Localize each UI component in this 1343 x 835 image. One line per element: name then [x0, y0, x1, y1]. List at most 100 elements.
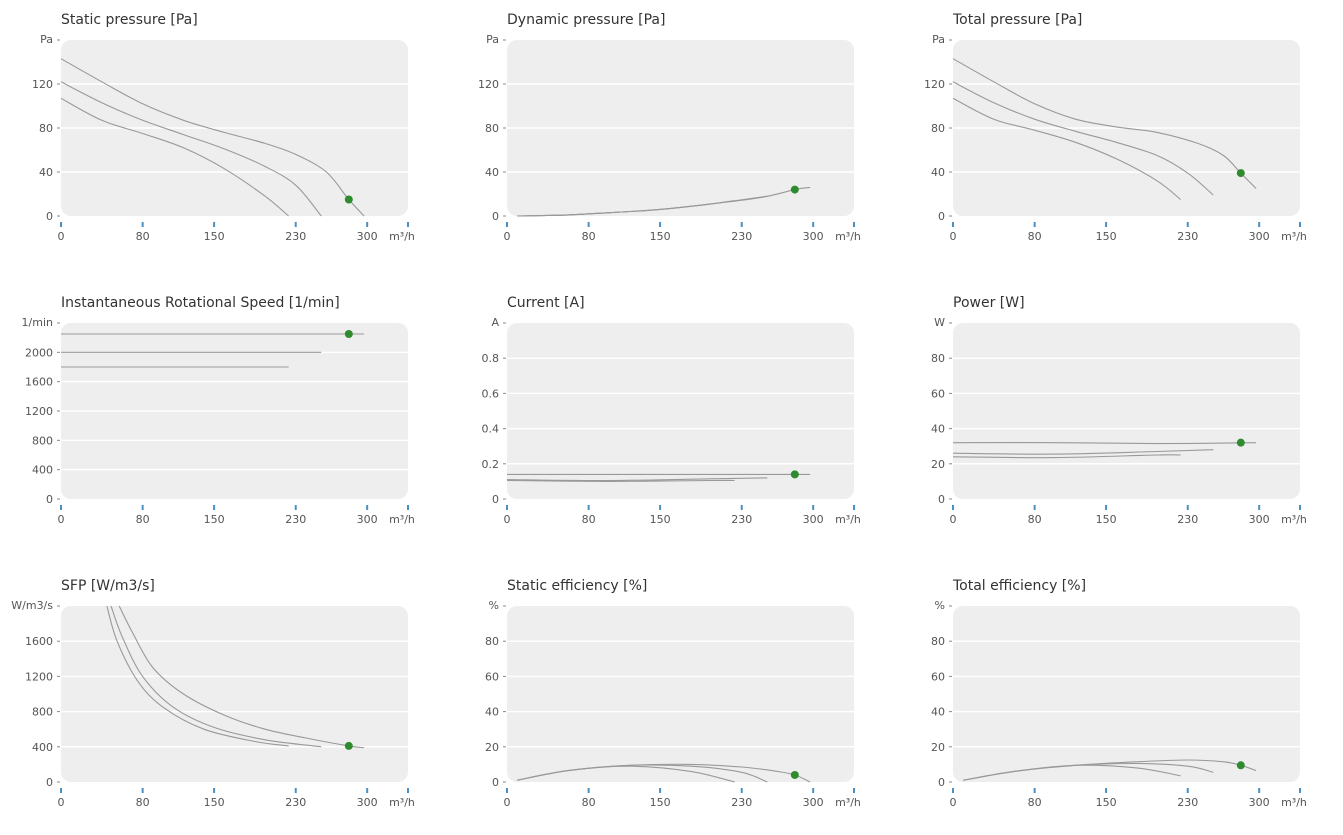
x-unit-label: m³/h [1281, 513, 1307, 526]
chart-title: Instantaneous Rotational Speed [1/min] [61, 295, 340, 311]
x-tick-label: 80 [582, 230, 596, 243]
y-unit-label: W [934, 316, 945, 329]
chart-plot: 0 40 80 120 Pa 0 80 150 230 300 m³/h [32, 33, 415, 243]
chart-title: Dynamic pressure [Pa] [507, 12, 666, 28]
x-tick-label: 80 [136, 796, 150, 809]
series-line [506, 479, 735, 482]
x-unit-label: m³/h [835, 796, 861, 809]
x-tick-label: 150 [204, 796, 225, 809]
x-tick-label: 300 [803, 513, 824, 526]
x-tick-label: 80 [136, 230, 150, 243]
chart-plot: 0 40 80 120 Pa 0 80 150 230 300 m³/h [924, 33, 1307, 243]
y-tick-label: 120 [32, 78, 53, 91]
x-unit-label: m³/h [1281, 230, 1307, 243]
x-tick-label: 150 [1096, 796, 1117, 809]
y-tick-label: 0.6 [482, 387, 500, 400]
operating-point [344, 741, 353, 750]
y-unit-label: Pa [40, 33, 53, 46]
x-tick-label: 150 [204, 230, 225, 243]
x-tick-label: 230 [1177, 796, 1198, 809]
plot-background [61, 606, 408, 782]
y-tick-label: 40 [39, 166, 53, 179]
x-tick-label: 150 [650, 796, 671, 809]
y-unit-label: % [489, 599, 499, 612]
x-tick-label: 80 [1028, 513, 1042, 526]
y-tick-label: 0 [492, 493, 499, 506]
series-line [952, 442, 1257, 445]
x-tick-label: 150 [650, 230, 671, 243]
chart-total-efficiency: Total efficiency [%] 0 20 40 60 80% 0 80 150 230… [892, 566, 1332, 809]
series-line [60, 81, 322, 217]
y-tick-label: 20 [931, 741, 945, 754]
x-tick-label: 300 [803, 230, 824, 243]
chart-total-pressure: Total pressure [Pa] 0 40 80 120 Pa 0 80 150 230 3… [892, 0, 1332, 243]
chart-sfp: SFP [W/m3/s] 0 400 800 1200 1600 W/m3/s 0 80 150… [0, 566, 440, 809]
x-tick-label: 230 [731, 513, 752, 526]
x-tick-label: 80 [582, 796, 596, 809]
chart-current: Current [A] 0 0.2 0.4 0.6 0.8 A 0 80 150 230 300 m³… [446, 283, 886, 526]
chart-title: Static efficiency [%] [507, 578, 648, 594]
x-tick-label: 80 [1028, 796, 1042, 809]
x-tick-label: 300 [1249, 796, 1270, 809]
plot-background [507, 606, 854, 782]
operating-point [1236, 761, 1245, 770]
y-tick-label: 0 [938, 210, 945, 223]
y-unit-label: Pa [932, 33, 945, 46]
series-line [952, 58, 1257, 189]
y-tick-label: 400 [32, 464, 53, 477]
x-unit-label: m³/h [389, 513, 415, 526]
x-tick-label: 80 [136, 513, 150, 526]
y-tick-label: 60 [931, 670, 945, 683]
chart-rotational-speed: Instantaneous Rotational Speed [1/min] 0… [0, 283, 440, 526]
y-tick-label: 0.4 [482, 423, 500, 436]
y-tick-label: 1600 [25, 635, 53, 648]
chart-power: Power [W] 0 20 40 60 80 W 0 80 150 230 300 m³/h [892, 283, 1332, 526]
chart-static-pressure: Static pressure [Pa] 0 40 80 120 Pa 0 80 150 230… [0, 0, 440, 243]
series-line [118, 605, 365, 749]
x-tick-label: 0 [58, 230, 65, 243]
chart-plot: 0 20 40 60 80 W 0 80 150 230 300 m³/h [931, 316, 1307, 526]
y-unit-label: W/m3/s [11, 599, 53, 612]
x-unit-label: m³/h [1281, 796, 1307, 809]
series-line [952, 454, 1181, 459]
x-tick-label: 0 [950, 796, 957, 809]
x-tick-label: 0 [58, 513, 65, 526]
y-tick-label: 0 [46, 776, 53, 789]
operating-point [344, 330, 353, 338]
series-line [517, 200, 735, 217]
x-tick-label: 300 [357, 230, 378, 243]
chart-title: Total efficiency [%] [953, 578, 1087, 594]
y-unit-label: Pa [486, 33, 499, 46]
x-unit-label: m³/h [389, 230, 415, 243]
y-tick-label: 80 [931, 352, 945, 365]
operating-point [344, 195, 353, 204]
x-unit-label: m³/h [835, 230, 861, 243]
x-tick-label: 230 [285, 796, 306, 809]
series-line [517, 765, 735, 783]
y-tick-label: 60 [931, 387, 945, 400]
operating-point [790, 470, 799, 479]
series-line [110, 605, 322, 748]
chart-static-efficiency: Static efficiency [%] 0 20 40 60 80% 0 80 150 23… [446, 566, 886, 809]
x-tick-label: 300 [357, 796, 378, 809]
y-tick-label: 80 [931, 635, 945, 648]
chart-plot: 0 400 800 1200 1600 W/m3/s 0 80 150 230 300 m³/h [11, 599, 415, 809]
y-tick-label: 80 [485, 122, 499, 135]
x-tick-label: 0 [504, 230, 511, 243]
y-tick-label: 0 [492, 210, 499, 223]
y-tick-label: 20 [931, 458, 945, 471]
y-tick-label: 2000 [25, 346, 53, 359]
y-tick-label: 60 [485, 670, 499, 683]
chart-title: Static pressure [Pa] [61, 12, 198, 28]
y-tick-label: 40 [485, 166, 499, 179]
y-tick-label: 120 [478, 78, 499, 91]
y-tick-label: 0 [938, 493, 945, 506]
y-tick-label: 1200 [25, 405, 53, 418]
y-tick-label: 0 [46, 210, 53, 223]
plot-background [507, 323, 854, 499]
x-tick-label: 300 [1249, 230, 1270, 243]
series-line [952, 81, 1214, 196]
y-tick-label: 800 [32, 706, 53, 719]
chart-title: Current [A] [507, 295, 585, 311]
